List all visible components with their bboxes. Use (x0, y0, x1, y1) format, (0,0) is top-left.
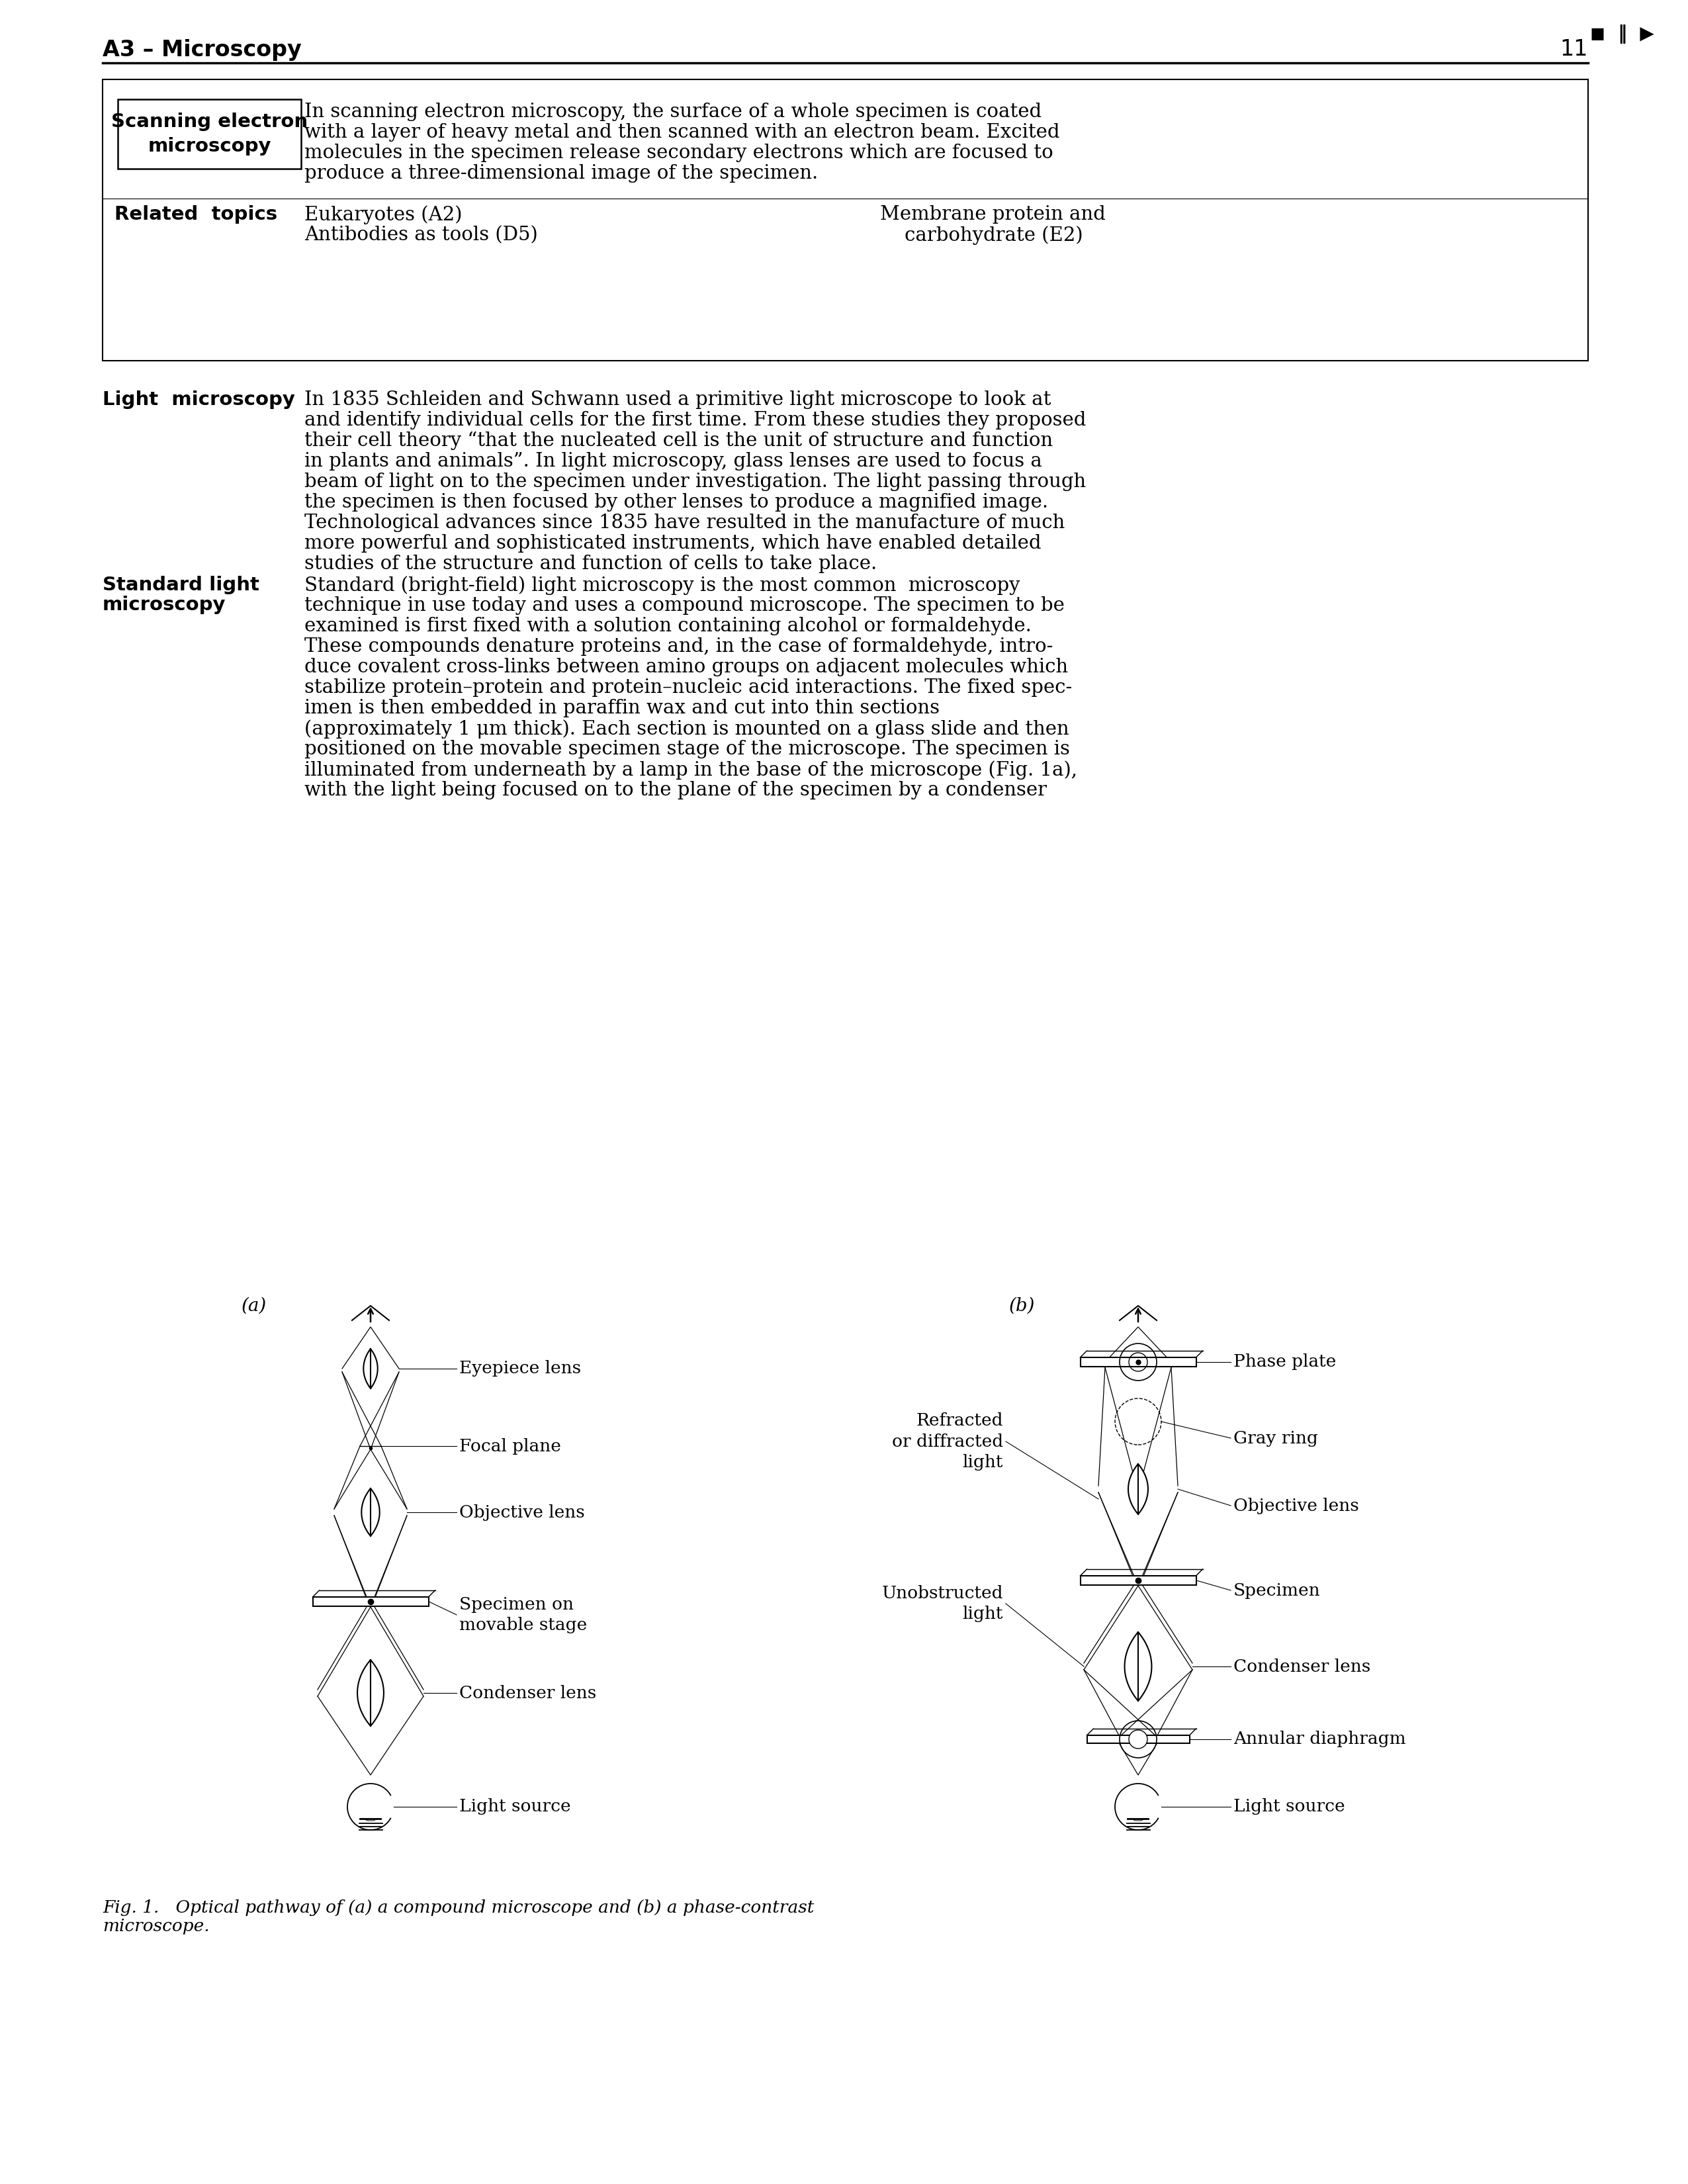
Polygon shape (361, 1489, 380, 1535)
Text: beam of light on to the specimen under investigation. The light passing through: beam of light on to the specimen under i… (304, 472, 1085, 491)
Polygon shape (1116, 1784, 1158, 1830)
Text: Antibodies as tools (D5): Antibodies as tools (D5) (304, 225, 538, 245)
Text: microscopy: microscopy (103, 596, 226, 614)
Text: Light source: Light source (1234, 1797, 1345, 1815)
Text: (a): (a) (241, 1297, 267, 1315)
Text: examined is first fixed with a solution containing alcohol or formaldehyde.: examined is first fixed with a solution … (304, 616, 1031, 636)
Text: Eukaryotes (A2): Eukaryotes (A2) (304, 205, 463, 225)
FancyBboxPatch shape (103, 79, 1588, 360)
Bar (1080, 1358, 1197, 1367)
Text: These compounds denature proteins and, in the case of formaldehyde, intro-: These compounds denature proteins and, i… (304, 638, 1053, 655)
Text: carbohydrate (E2): carbohydrate (E2) (879, 225, 1084, 245)
Text: Eyepiece lens: Eyepiece lens (459, 1361, 581, 1376)
Text: their cell theory “that the nucleated cell is the unit of structure and function: their cell theory “that the nucleated ce… (304, 432, 1053, 450)
Text: Condenser lens: Condenser lens (1234, 1658, 1371, 1675)
Text: Related  topics: Related topics (115, 205, 277, 223)
Text: microscope.: microscope. (103, 1918, 209, 1935)
Text: Unobstructed
light: Unobstructed light (881, 1586, 1003, 1623)
Text: Standard light: Standard light (103, 577, 260, 594)
Text: and identify individual cells for the first time. From these studies they propos: and identify individual cells for the fi… (304, 411, 1085, 430)
Polygon shape (1124, 1631, 1151, 1701)
Bar (1087, 1736, 1190, 1743)
Text: Specimen: Specimen (1234, 1581, 1320, 1599)
Text: molecules in the specimen release secondary electrons which are focused to: molecules in the specimen release second… (304, 144, 1053, 162)
Polygon shape (1128, 1463, 1148, 1514)
Text: technique in use today and uses a compound microscope. The specimen to be: technique in use today and uses a compou… (304, 596, 1065, 616)
Text: Standard (bright-field) light microscopy is the most common  microscopy: Standard (bright-field) light microscopy… (304, 577, 1020, 594)
Text: (b): (b) (1009, 1297, 1035, 1315)
Text: more powerful and sophisticated instruments, which have enabled detailed: more powerful and sophisticated instrume… (304, 535, 1041, 553)
Text: duce covalent cross-links between amino groups on adjacent molecules which: duce covalent cross-links between amino … (304, 657, 1069, 677)
Text: imen is then embedded in paraffin wax and cut into thin sections: imen is then embedded in paraffin wax an… (304, 699, 940, 716)
Text: (approximately 1 μm thick). Each section is mounted on a glass slide and then: (approximately 1 μm thick). Each section… (304, 719, 1069, 738)
Text: Specimen on
movable stage: Specimen on movable stage (459, 1597, 587, 1634)
Bar (312, 1597, 429, 1605)
Text: with the light being focused on to the plane of the specimen by a condenser: with the light being focused on to the p… (304, 782, 1047, 799)
Text: Condenser lens: Condenser lens (459, 1684, 596, 1701)
Text: stabilize protein–protein and protein–nucleic acid interactions. The fixed spec-: stabilize protein–protein and protein–nu… (304, 679, 1072, 697)
Text: in plants and animals”. In light microscopy, glass lenses are used to focus a: in plants and animals”. In light microsc… (304, 452, 1041, 470)
Text: Refracted
or diffracted
light: Refracted or diffracted light (891, 1413, 1003, 1470)
Text: Gray ring: Gray ring (1234, 1431, 1318, 1446)
Text: the specimen is then focused by other lenses to produce a magnified image.: the specimen is then focused by other le… (304, 494, 1048, 511)
Text: In 1835 Schleiden and Schwann used a primitive light microscope to look at: In 1835 Schleiden and Schwann used a pri… (304, 391, 1052, 408)
Text: Objective lens: Objective lens (1234, 1498, 1359, 1514)
Text: Fig. 1.   Optical pathway of (a) a compound microscope and (b) a phase-contrast: Fig. 1. Optical pathway of (a) a compoun… (103, 1900, 814, 1915)
Text: Phase plate: Phase plate (1234, 1354, 1337, 1369)
Text: A3 – Microscopy: A3 – Microscopy (103, 39, 302, 61)
Text: In scanning electron microscopy, the surface of a whole specimen is coated: In scanning electron microscopy, the sur… (304, 103, 1041, 120)
Circle shape (1129, 1730, 1148, 1749)
Text: positioned on the movable specimen stage of the microscope. The specimen is: positioned on the movable specimen stage… (304, 740, 1070, 758)
Bar (1080, 1577, 1197, 1586)
Text: Objective lens: Objective lens (459, 1505, 584, 1520)
Text: Technological advances since 1835 have resulted in the manufacture of much: Technological advances since 1835 have r… (304, 513, 1065, 533)
Text: 11: 11 (1560, 39, 1588, 61)
Text: Light source: Light source (459, 1797, 571, 1815)
Text: Membrane protein and: Membrane protein and (879, 205, 1106, 223)
Text: studies of the structure and function of cells to take place.: studies of the structure and function of… (304, 555, 878, 572)
Polygon shape (358, 1660, 383, 1725)
Polygon shape (348, 1784, 390, 1830)
Text: Scanning electron
microscopy: Scanning electron microscopy (111, 114, 307, 155)
Text: produce a three-dimensional image of the specimen.: produce a three-dimensional image of the… (304, 164, 819, 183)
Text: ◼  ‖  ▶: ◼ ‖ ▶ (1590, 24, 1654, 44)
Text: with a layer of heavy metal and then scanned with an electron beam. Excited: with a layer of heavy metal and then sca… (304, 122, 1060, 142)
Text: Annular diaphragm: Annular diaphragm (1234, 1732, 1406, 1747)
FancyBboxPatch shape (118, 98, 300, 168)
Text: Focal plane: Focal plane (459, 1437, 560, 1455)
Polygon shape (363, 1350, 378, 1389)
Text: illuminated from underneath by a lamp in the base of the microscope (Fig. 1a),: illuminated from underneath by a lamp in… (304, 760, 1077, 780)
Text: Light  microscopy: Light microscopy (103, 391, 295, 408)
